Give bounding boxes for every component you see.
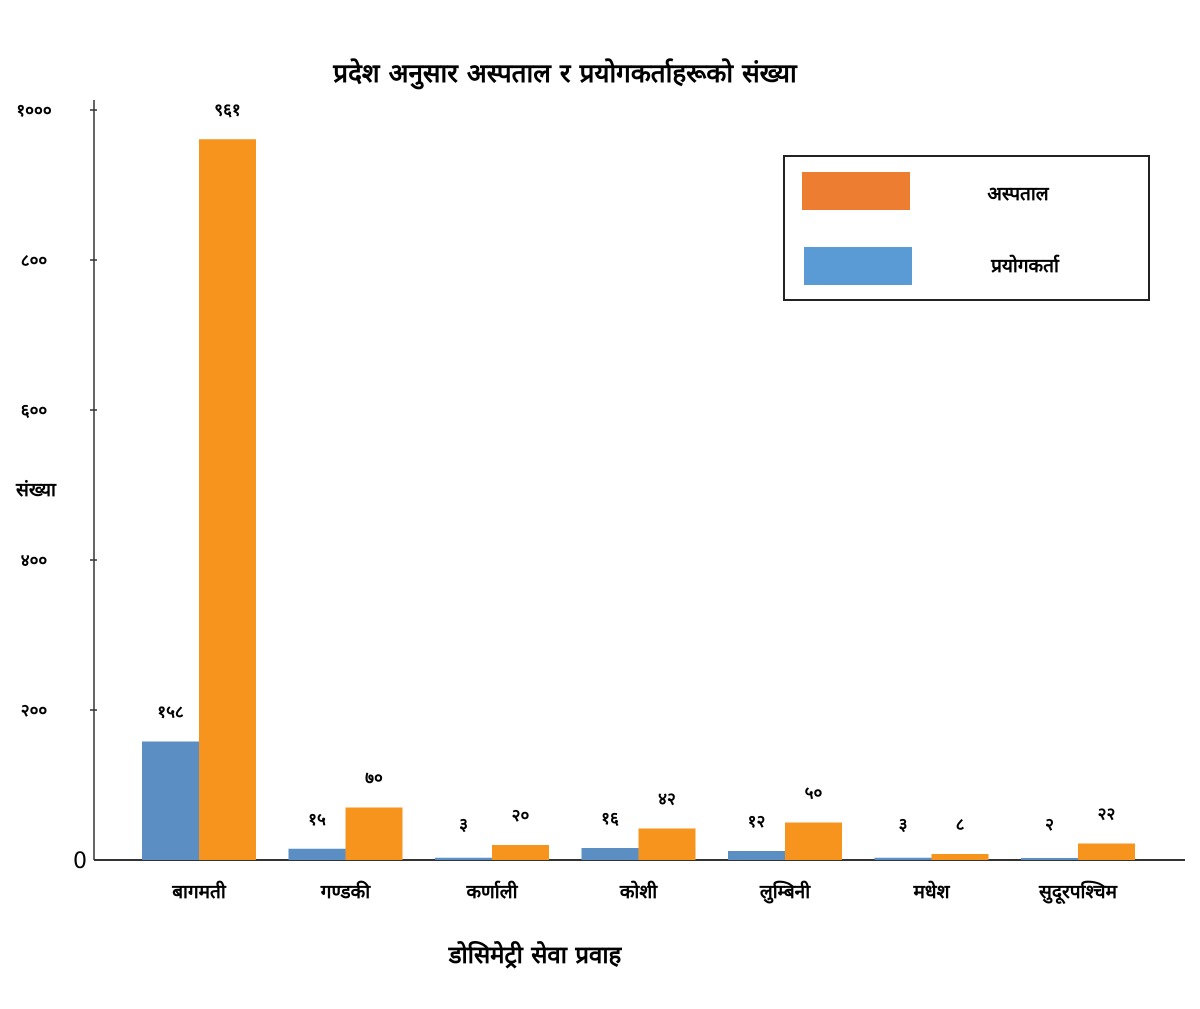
data-label-user: १२ — [748, 812, 766, 832]
y-tick-label: १००० — [16, 101, 52, 121]
x-category-label: बागमती — [171, 880, 227, 903]
data-label-user: ३ — [899, 815, 908, 835]
x-category-label: मधेश — [913, 880, 951, 903]
bar-user — [728, 851, 785, 860]
x-axis-label: डोसिमेट्री सेवा प्रवाह — [448, 941, 623, 969]
y-axis-label: संख्या — [15, 479, 57, 501]
bar-hospital — [199, 139, 256, 860]
bar-hospital — [492, 845, 549, 860]
bar-hospital — [638, 828, 696, 860]
data-label-hospital: ७० — [365, 769, 383, 789]
bars — [142, 139, 1135, 860]
data-label-user: १६ — [601, 809, 619, 829]
x-category-label: कर्णाली — [465, 880, 518, 903]
x-category-label: गण्डकी — [320, 880, 371, 903]
chart-title: प्रदेश अनुसार अस्पताल र प्रयोगकर्ताहरूको… — [332, 58, 798, 90]
y-tick-label: ४०० — [21, 551, 48, 571]
data-label-hospital: ४२ — [658, 790, 676, 810]
bar-hospital — [931, 854, 989, 860]
bar-hospital — [345, 807, 403, 860]
data-label-hospital: ५० — [805, 784, 823, 804]
data-label-hospital: ९६१ — [214, 100, 241, 120]
legend-label-hospital: अस्पताल — [987, 183, 1049, 205]
y-tick-label: 0 — [73, 849, 87, 874]
y-tick-label: २०० — [21, 701, 48, 721]
legend-swatch-user — [804, 247, 912, 285]
data-label-user: ३ — [459, 815, 468, 835]
bar-user — [1021, 858, 1078, 860]
bar-user — [874, 857, 932, 860]
data-label-user: १५८ — [157, 703, 184, 723]
x-category-label: सुदूरपश्चिम — [1038, 880, 1118, 905]
data-label-user: २ — [1045, 815, 1054, 835]
data-label-hospital: २२ — [1098, 805, 1116, 825]
bar-hospital — [1078, 843, 1135, 860]
legend-swatch-hospital — [802, 172, 910, 210]
x-category-label: कोशी — [619, 880, 658, 903]
y-axis-ticks: 0 २०० ४०० ६०० ८०० १००० — [16, 101, 97, 874]
data-label-user: १५ — [308, 810, 326, 830]
y-tick-label: ६०० — [21, 401, 48, 421]
data-label-hospital: २० — [512, 806, 530, 826]
data-label-hospital: ८ — [956, 815, 965, 835]
bar-user — [581, 848, 639, 860]
bar-user — [142, 741, 199, 860]
x-category-label: लुम्बिनी — [759, 880, 811, 904]
bar-user — [435, 857, 492, 860]
y-tick-label: ८०० — [21, 251, 48, 271]
bar-user — [288, 848, 346, 860]
legend: अस्पताल प्रयोगकर्ता — [783, 155, 1150, 301]
bar-hospital — [785, 822, 842, 860]
legend-label-user: प्रयोगकर्ता — [990, 254, 1060, 277]
x-axis-categories: बागमती गण्डकी कर्णाली कोशी लुम्बिनी मधेश सुदूर… — [171, 880, 1117, 905]
